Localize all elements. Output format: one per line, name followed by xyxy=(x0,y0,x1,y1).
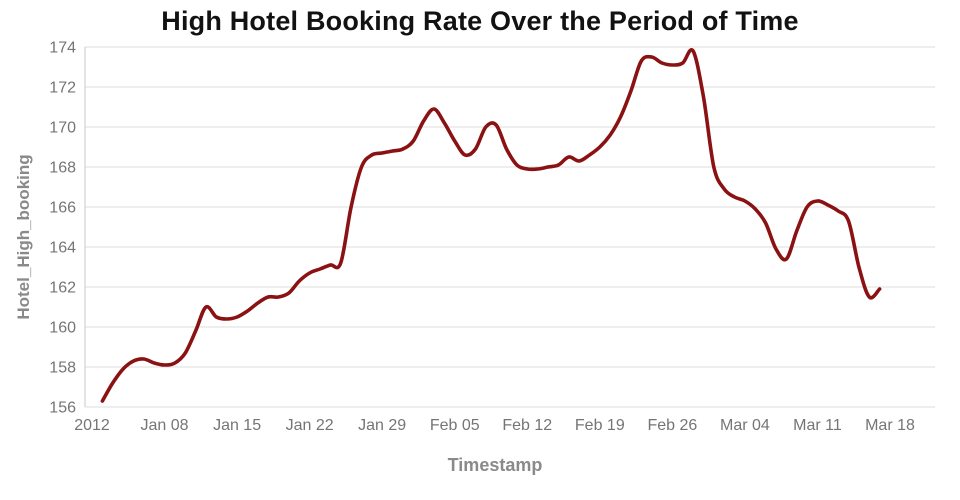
x-tick-label: Feb 12 xyxy=(502,417,552,434)
x-tick-label: Mar 11 xyxy=(793,417,842,434)
y-tick-label: 158 xyxy=(49,360,76,377)
x-tick-label: Feb 19 xyxy=(575,417,625,434)
y-tick-label: 174 xyxy=(49,40,76,57)
y-tick-label: 166 xyxy=(49,200,76,217)
series-line xyxy=(100,47,882,403)
y-tick-label: 164 xyxy=(49,240,76,257)
x-tick-label: Jan 29 xyxy=(358,417,406,434)
y-tick-label: 156 xyxy=(49,400,76,417)
y-tick-label: 168 xyxy=(49,160,76,177)
y-tick-label: 162 xyxy=(49,280,76,297)
y-tick-label: 160 xyxy=(49,320,76,337)
x-tick-label: Mar 18 xyxy=(865,417,915,434)
x-tick-label: Feb 26 xyxy=(647,417,697,434)
x-tick-label: Jan 15 xyxy=(213,417,261,434)
x-tick-label: 2012 xyxy=(74,417,110,434)
x-tick-label: Jan 22 xyxy=(286,417,334,434)
y-tick-label: 172 xyxy=(49,80,76,97)
x-tick-label: Mar 04 xyxy=(720,417,770,434)
y-tick-label: 170 xyxy=(49,120,76,137)
page-title: High Hotel Booking Rate Over the Period … xyxy=(161,6,799,36)
x-tick-label: Jan 08 xyxy=(141,417,189,434)
x-tick-label: Feb 05 xyxy=(430,417,480,434)
x-axis-label: Timestamp xyxy=(447,455,543,475)
